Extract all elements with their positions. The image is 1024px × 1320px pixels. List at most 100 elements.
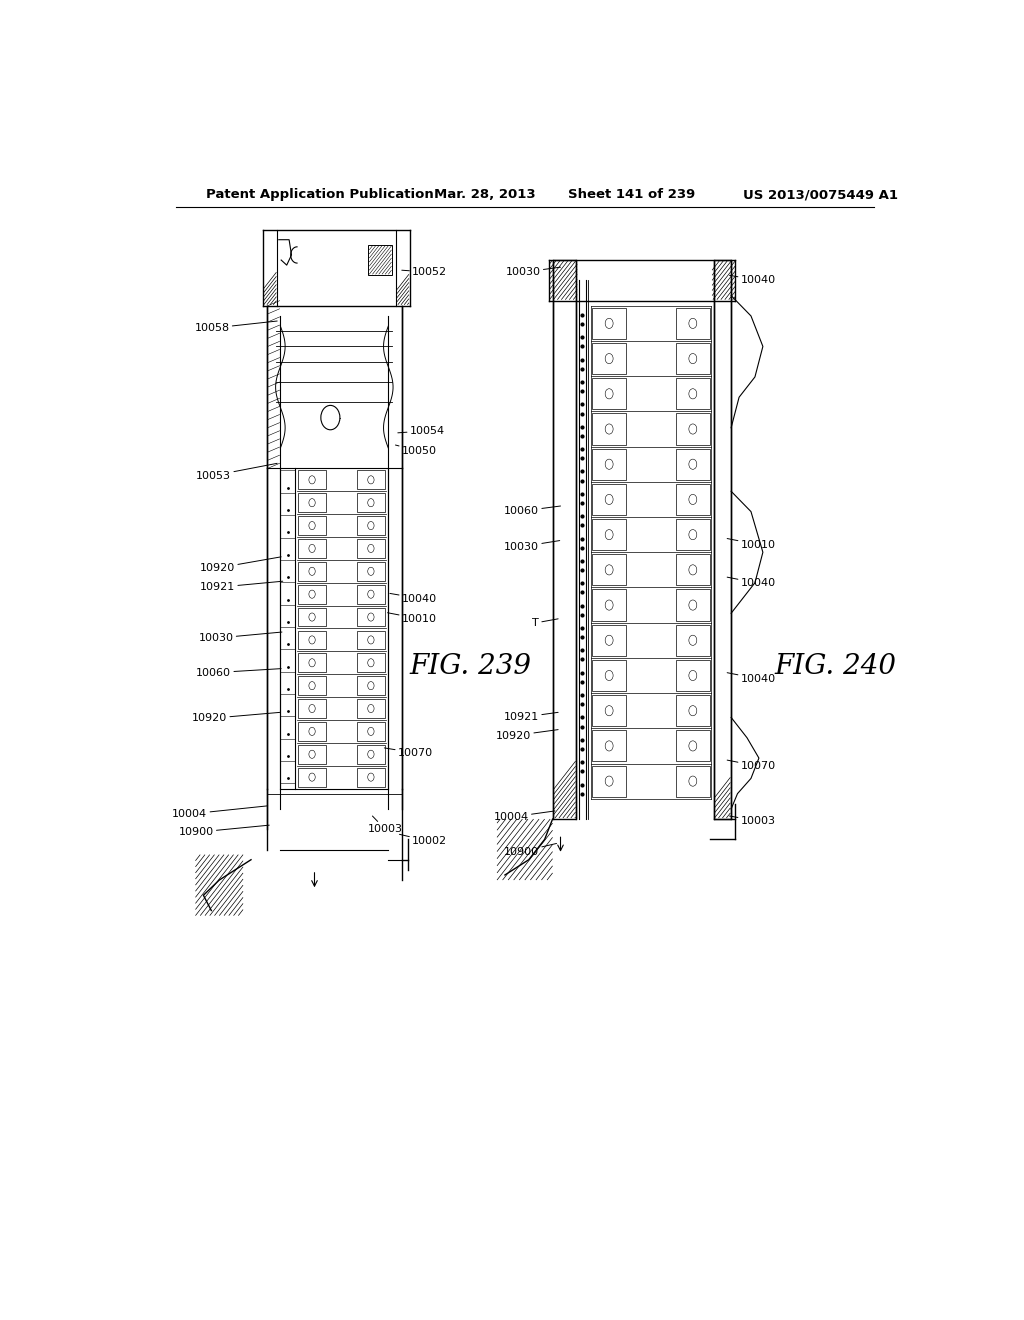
Text: 10058: 10058	[195, 321, 278, 333]
Circle shape	[309, 659, 315, 667]
Circle shape	[689, 424, 696, 434]
Circle shape	[689, 565, 696, 576]
Bar	[298, 494, 327, 512]
Circle shape	[368, 636, 374, 644]
Bar	[592, 696, 626, 726]
Bar	[356, 494, 385, 512]
Circle shape	[605, 318, 613, 329]
Circle shape	[689, 601, 696, 610]
Circle shape	[605, 776, 613, 787]
Circle shape	[368, 521, 374, 529]
Bar	[298, 539, 327, 558]
Bar	[356, 768, 385, 787]
Bar	[356, 607, 385, 627]
Circle shape	[309, 590, 315, 598]
Text: 10003: 10003	[368, 816, 402, 834]
Circle shape	[689, 354, 696, 364]
Circle shape	[309, 727, 315, 735]
Text: Patent Application Publication: Patent Application Publication	[206, 189, 433, 202]
Bar	[298, 516, 327, 535]
Bar	[592, 343, 626, 374]
Circle shape	[605, 565, 613, 576]
Bar	[356, 700, 385, 718]
Bar	[298, 653, 327, 672]
Circle shape	[321, 405, 340, 430]
Bar	[714, 260, 731, 818]
Bar	[356, 585, 385, 603]
Text: 10920: 10920	[191, 713, 281, 723]
Text: 10921: 10921	[200, 581, 283, 593]
Bar	[592, 519, 626, 550]
Circle shape	[605, 495, 613, 504]
Bar	[592, 379, 626, 409]
Circle shape	[689, 706, 696, 715]
Text: US 2013/0075449 A1: US 2013/0075449 A1	[743, 189, 898, 202]
Bar	[676, 590, 710, 620]
Bar	[298, 631, 327, 649]
Text: 10900: 10900	[504, 843, 557, 857]
Text: 10070: 10070	[727, 760, 776, 771]
Text: 10004: 10004	[172, 805, 267, 818]
Circle shape	[309, 521, 315, 529]
Circle shape	[309, 612, 315, 622]
Bar	[298, 676, 327, 696]
Circle shape	[368, 499, 374, 507]
Text: T: T	[532, 618, 558, 628]
Text: 10040: 10040	[727, 577, 776, 589]
Text: 10030: 10030	[199, 632, 282, 643]
Bar	[298, 585, 327, 603]
Bar	[592, 660, 626, 692]
Text: 10010: 10010	[727, 539, 775, 549]
Bar	[356, 744, 385, 764]
Bar	[298, 562, 327, 581]
Bar	[592, 554, 626, 586]
Text: 10920: 10920	[496, 730, 558, 741]
Circle shape	[689, 671, 696, 681]
Text: 10060: 10060	[504, 506, 560, 516]
Text: 10010: 10010	[387, 612, 437, 624]
Circle shape	[309, 475, 315, 484]
Bar	[676, 766, 710, 797]
Circle shape	[605, 741, 613, 751]
Text: 10921: 10921	[504, 713, 558, 722]
Bar	[676, 379, 710, 409]
Circle shape	[368, 705, 374, 713]
Circle shape	[605, 459, 613, 470]
Text: 10060: 10060	[197, 668, 282, 677]
Bar	[676, 519, 710, 550]
Circle shape	[368, 544, 374, 553]
Circle shape	[368, 475, 374, 484]
Bar	[356, 631, 385, 649]
Bar	[356, 539, 385, 558]
Text: 10920: 10920	[200, 557, 282, 573]
Text: 10003: 10003	[729, 816, 775, 826]
Bar	[356, 516, 385, 535]
Circle shape	[368, 774, 374, 781]
Circle shape	[605, 635, 613, 645]
Circle shape	[689, 776, 696, 787]
Circle shape	[689, 318, 696, 329]
Bar	[592, 766, 626, 797]
Circle shape	[309, 636, 315, 644]
Bar	[676, 660, 710, 692]
Circle shape	[309, 499, 315, 507]
Text: 10053: 10053	[197, 463, 278, 480]
Circle shape	[689, 529, 696, 540]
Bar	[298, 744, 327, 764]
Bar	[356, 653, 385, 672]
Text: 10040: 10040	[727, 673, 776, 684]
Circle shape	[605, 671, 613, 681]
Text: Mar. 28, 2013: Mar. 28, 2013	[433, 189, 536, 202]
Bar	[592, 484, 626, 515]
Circle shape	[605, 388, 613, 399]
Circle shape	[309, 681, 315, 690]
Text: FIG. 239: FIG. 239	[410, 653, 531, 680]
Bar	[676, 554, 710, 586]
Bar	[592, 413, 626, 445]
Circle shape	[368, 612, 374, 622]
Circle shape	[689, 635, 696, 645]
Bar	[356, 722, 385, 741]
Circle shape	[368, 750, 374, 758]
Bar	[676, 449, 710, 479]
Bar	[298, 700, 327, 718]
